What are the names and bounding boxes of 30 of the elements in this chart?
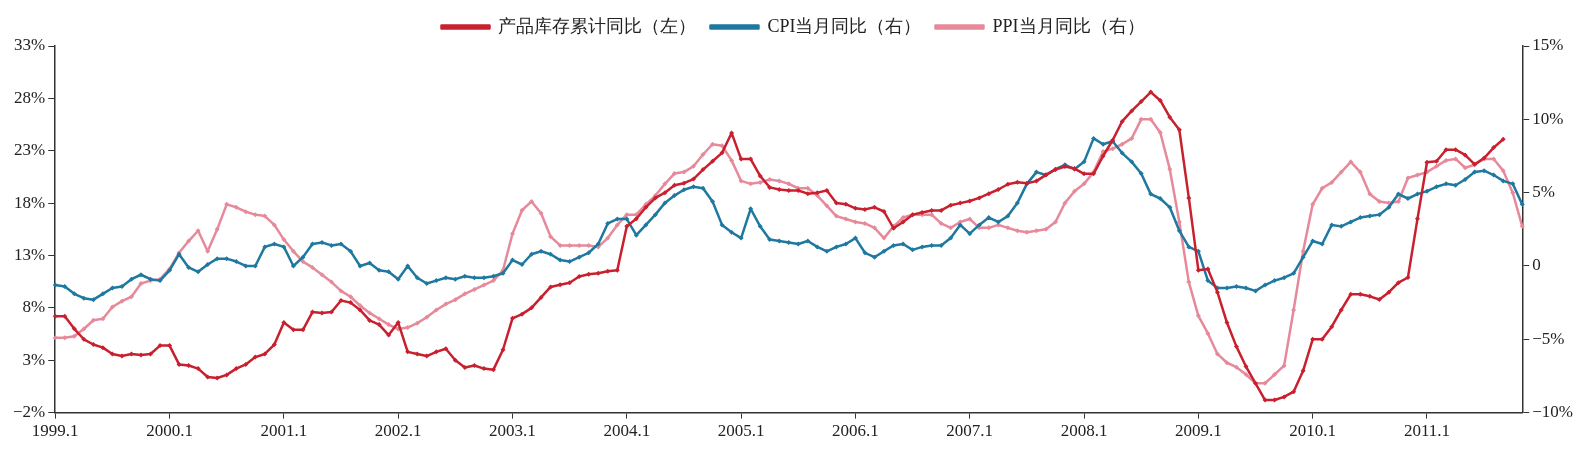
x-tick-label: 2006.1 (832, 421, 879, 441)
y2-tick-label: −10% (1532, 402, 1573, 422)
y2-tick-label: 15% (1532, 35, 1564, 55)
y2-tick-label: 0 (1532, 255, 1541, 275)
x-tick-label: 2005.1 (717, 421, 765, 441)
x-tick-label: 2009.1 (1174, 421, 1222, 441)
y-tick-label: 13% (14, 244, 46, 264)
y-tick-label: 28% (14, 87, 46, 107)
x-tick-label: 2002.1 (374, 421, 422, 441)
legend-label: PPI当月同比（右） (992, 15, 1145, 36)
y-tick-label: 33% (14, 35, 46, 55)
y-tick-label: 23% (14, 140, 46, 160)
x-tick-label: 1999.1 (31, 421, 79, 441)
y-tick-label: 3% (22, 349, 46, 369)
y2-tick-label: −5% (1532, 328, 1565, 348)
x-tick-label: 2008.1 (1060, 421, 1108, 441)
y2-tick-label: 10% (1532, 108, 1564, 128)
x-tick-label: 2003.1 (489, 421, 536, 441)
x-tick-label: 2000.1 (146, 421, 193, 441)
legend-label: CPI当月同比（右） (767, 15, 922, 36)
x-tick-label: 2001.1 (260, 421, 308, 441)
x-tick-label: 2011.1 (1403, 421, 1451, 441)
x-tick-label: 2010.1 (1289, 421, 1337, 441)
y-tick-label: −2% (13, 402, 46, 422)
x-tick-label: 2007.1 (946, 421, 994, 441)
y-tick-label: 8% (22, 297, 46, 317)
x-tick-label: 2004.1 (603, 421, 651, 441)
y2-tick-label: 5% (1532, 182, 1555, 202)
y-tick-label: 18% (14, 192, 46, 212)
legend-label: 产品库存累计同比（左） (498, 15, 697, 36)
